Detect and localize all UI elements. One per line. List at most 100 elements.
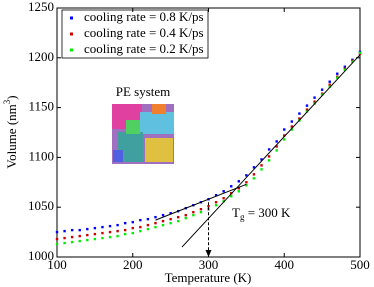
- point: [161, 219, 165, 223]
- point: [275, 140, 278, 143]
- point: [237, 180, 240, 183]
- y-tick-label: 1250: [28, 0, 54, 14]
- y-tick-label: 1000: [28, 248, 54, 263]
- point: [86, 238, 89, 242]
- point: [139, 229, 142, 233]
- fit-line: [181, 54, 361, 248]
- point: [139, 225, 142, 229]
- annotation-text: T: [232, 205, 240, 220]
- point: [313, 96, 316, 99]
- y-label-sup: 3: [2, 99, 12, 104]
- point: [177, 215, 180, 219]
- point: [290, 125, 294, 128]
- point: [184, 216, 187, 220]
- point: [78, 228, 81, 232]
- arrow-head: [205, 250, 212, 257]
- fit-line: [155, 183, 247, 221]
- y-label-after: ): [4, 95, 19, 99]
- point: [358, 51, 362, 55]
- x-tick-label: 400: [275, 257, 295, 272]
- legend-marker: [70, 48, 73, 52]
- point: [86, 233, 89, 237]
- y-tick-label: 1100: [28, 148, 54, 163]
- point: [63, 229, 66, 233]
- point: [267, 155, 271, 158]
- point: [108, 235, 112, 239]
- y-label-text: Volume (nm: [4, 104, 19, 168]
- legend-label: cooling rate = 0.2 K/ps: [84, 41, 204, 56]
- point: [343, 68, 347, 71]
- y-tick-label: 1200: [28, 49, 54, 64]
- legend-marker: [70, 32, 73, 36]
- annotation-sub: g: [240, 212, 245, 222]
- point: [214, 201, 218, 204]
- point: [252, 177, 256, 180]
- point: [116, 234, 119, 238]
- point: [169, 211, 172, 215]
- point: [93, 232, 97, 236]
- legend-marker: [70, 16, 73, 20]
- annotation-after: = 300 K: [244, 205, 291, 220]
- point: [101, 225, 104, 229]
- point: [192, 210, 195, 214]
- point: [146, 227, 150, 231]
- point: [169, 217, 172, 221]
- point: [328, 80, 331, 83]
- point: [177, 219, 180, 223]
- point: [93, 226, 97, 230]
- point: [336, 76, 339, 79]
- point: [184, 213, 187, 217]
- point: [101, 236, 104, 240]
- x-tick-label: 300: [199, 257, 219, 272]
- point: [161, 213, 165, 217]
- point: [320, 93, 324, 96]
- point: [260, 158, 263, 161]
- point: [131, 220, 134, 224]
- y-tick-label: 1150: [28, 99, 54, 114]
- point: [116, 229, 119, 233]
- point: [192, 213, 195, 217]
- point: [230, 185, 233, 188]
- legend-label: cooling rate = 0.4 K/ps: [84, 25, 204, 40]
- point: [108, 224, 112, 228]
- point: [275, 149, 278, 152]
- legend-box: [61, 9, 209, 59]
- point: [283, 134, 286, 137]
- point: [146, 223, 150, 227]
- point: [245, 174, 248, 177]
- point: [214, 204, 218, 207]
- point: [214, 194, 218, 197]
- point: [343, 65, 347, 68]
- point: [230, 195, 233, 198]
- point: [154, 215, 157, 219]
- point: [63, 241, 66, 245]
- point: [199, 210, 203, 214]
- point: [290, 120, 294, 123]
- point: [260, 164, 263, 167]
- y-axis-label: Volume (nm3): [2, 95, 19, 168]
- point: [154, 225, 157, 229]
- legend-label: cooling rate = 0.8 K/ps: [84, 9, 204, 24]
- point: [123, 232, 127, 236]
- point: [313, 100, 316, 103]
- point: [70, 235, 74, 239]
- point: [298, 117, 301, 120]
- point: [131, 231, 134, 235]
- point: [336, 72, 339, 75]
- x-tick-label: 100: [47, 257, 67, 272]
- point: [222, 197, 225, 200]
- point: [237, 187, 240, 190]
- point: [222, 190, 225, 193]
- x-tick-label: 200: [123, 257, 143, 272]
- point: [63, 236, 66, 240]
- point: [267, 148, 271, 151]
- point: [283, 138, 286, 141]
- point: [245, 181, 248, 184]
- point: [55, 230, 59, 234]
- point: [55, 237, 59, 241]
- x-tick-label: 500: [350, 257, 370, 272]
- point: [252, 173, 256, 176]
- point: [86, 227, 89, 231]
- point: [154, 221, 157, 225]
